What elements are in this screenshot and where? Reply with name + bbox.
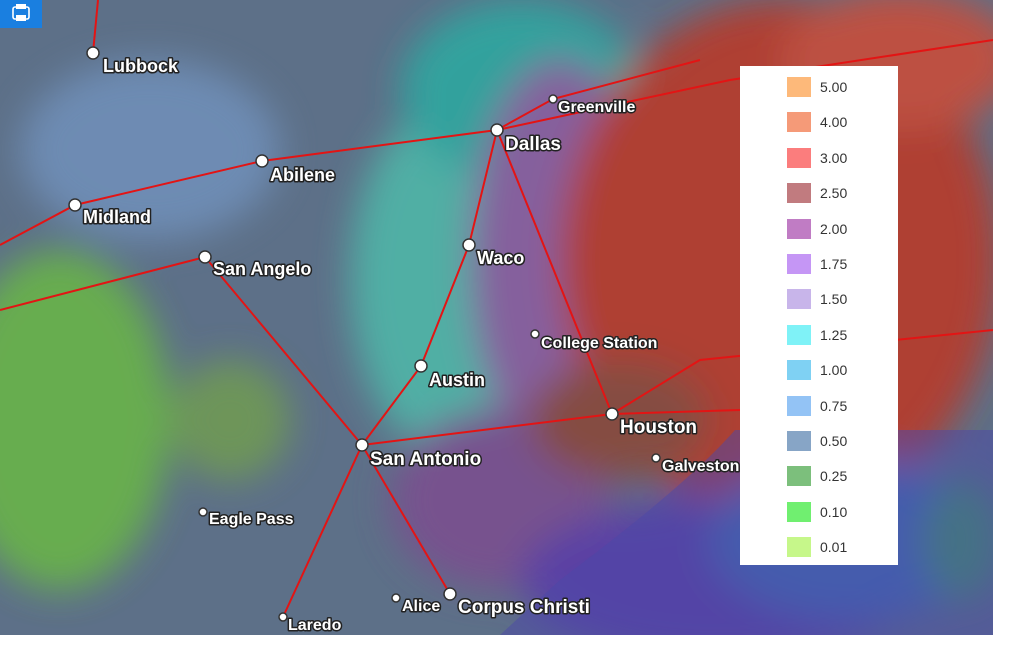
city-dot (443, 587, 457, 601)
legend-swatch (787, 466, 811, 487)
city-dot (414, 359, 428, 373)
city-label: College Station (541, 335, 657, 352)
city-dot (462, 238, 476, 252)
legend-item: 5.00 (787, 77, 847, 97)
legend-swatch (787, 112, 811, 133)
city-label: Corpus Christi (458, 597, 590, 618)
city-label: Greenville (558, 99, 635, 116)
legend-label: 0.01 (820, 539, 848, 556)
legend-swatch (787, 77, 811, 97)
legend-swatch (787, 431, 811, 451)
legend-item: 1.75 (787, 254, 847, 274)
legend-item: 0.10 (787, 501, 848, 522)
legend-swatch (787, 183, 811, 204)
city-dot (605, 407, 619, 421)
city-label: Galveston (662, 458, 739, 475)
legend-swatch (787, 395, 811, 416)
legend-item: 2.50 (787, 183, 848, 204)
legend-label: 0.25 (820, 468, 848, 485)
legend-label: 1.50 (820, 291, 848, 308)
city-dot (255, 154, 269, 168)
legend-label: 2.50 (820, 185, 848, 202)
city-dot (68, 198, 82, 212)
legend-swatch (787, 289, 811, 310)
legend-item: 0.50 (787, 431, 847, 451)
city-label: Waco (477, 248, 524, 268)
city-label: Abilene (270, 165, 335, 185)
city-dot (490, 123, 504, 137)
city-label: Austin (429, 370, 485, 390)
legend-label: 5.00 (820, 79, 848, 95)
legend-label: 1.75 (820, 256, 848, 272)
legend-label: 3.00 (820, 149, 848, 166)
legend-swatch (787, 147, 811, 168)
city-dot (198, 250, 212, 264)
city-label: Alice (402, 598, 440, 615)
city-label: Eagle Pass (209, 511, 294, 528)
print-button[interactable] (0, 0, 42, 28)
legend-label: 0.75 (820, 397, 848, 414)
legend-item: 1.50 (787, 289, 848, 310)
legend-item: 3.00 (787, 147, 848, 168)
legend-swatch (787, 254, 811, 274)
legend-swatch (787, 360, 811, 381)
legend-label: 1.25 (820, 326, 848, 343)
legend-swatch (787, 218, 811, 239)
legend-label: 0.10 (820, 503, 848, 520)
city-label: Lubbock (103, 56, 179, 76)
legend-label: 1.00 (820, 362, 848, 379)
city-dot (278, 612, 288, 622)
legend-item: 4.00 (787, 112, 848, 133)
legend-swatch (787, 324, 811, 345)
city-label: San Angelo (213, 259, 311, 279)
legend-item: 1.00 (787, 360, 848, 381)
legend-item: 0.75 (787, 395, 848, 416)
city-label: Dallas (505, 134, 561, 155)
city-dot (530, 329, 540, 339)
legend-swatch (787, 501, 811, 522)
legend-item: 2.00 (787, 218, 848, 239)
city-label: Houston (620, 417, 697, 438)
legend-item: 1.25 (787, 324, 848, 345)
legend-label: 2.00 (820, 220, 848, 237)
city-dot (548, 94, 558, 104)
legend-item: 0.01 (787, 537, 848, 558)
legend-swatch (787, 537, 811, 558)
city-label: Midland (83, 207, 151, 227)
legend-label: 0.50 (820, 433, 848, 449)
city-label: Laredo (288, 617, 342, 634)
city-dot (198, 507, 208, 517)
city-dot (86, 46, 100, 60)
city-dot (355, 438, 369, 452)
city-dot (391, 593, 401, 603)
legend-item: 0.25 (787, 466, 848, 487)
legend-label: 4.00 (820, 114, 848, 131)
city-dot (651, 453, 661, 463)
legend: 5.00 4.00 3.00 2.50 2.00 1.75 1.50 1.25 1.00 0.75… (740, 66, 898, 565)
city-label: San Antonio (370, 449, 481, 470)
